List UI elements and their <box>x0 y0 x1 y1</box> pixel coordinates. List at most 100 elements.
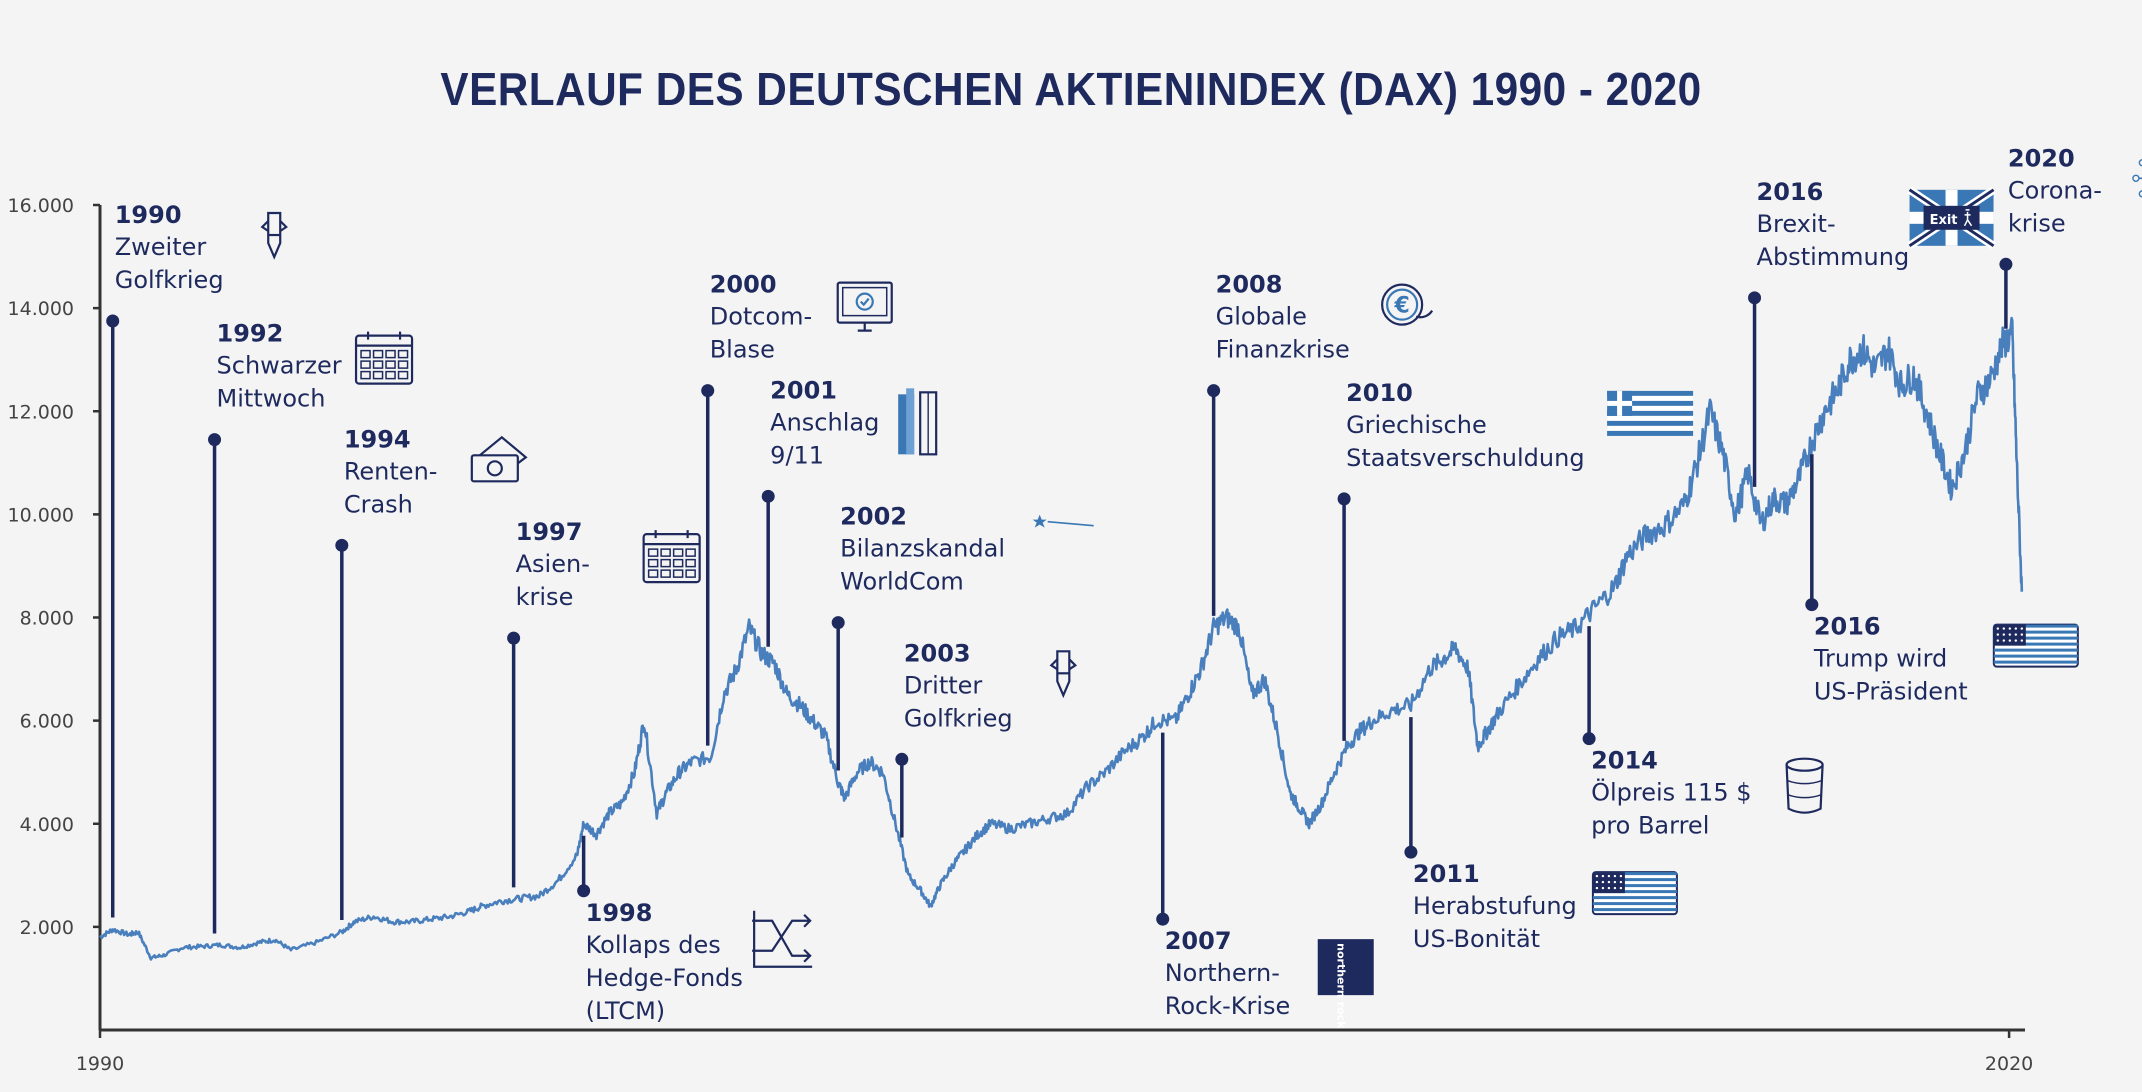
event-annotation-2001: 2001 Anschlag 9/11 <box>761 376 879 647</box>
event-label: Globale <box>1216 303 1307 331</box>
event-marker <box>1805 598 1819 612</box>
event-label: Crash <box>344 490 413 518</box>
event-marker <box>106 314 120 328</box>
rocket-icon <box>1049 650 1078 699</box>
y-tick-label: 4.000 <box>20 814 74 836</box>
event-label: Brexit- <box>1757 210 1836 238</box>
event-label: Griechische <box>1346 411 1487 439</box>
event-marker <box>1582 732 1596 746</box>
event-label: krise <box>516 583 574 611</box>
event-label: Northern- <box>1165 959 1280 987</box>
chart-title: VERLAUF DES DEUTSCHEN AKTIENINDEX (DAX) … <box>440 63 1702 115</box>
event-year: 2020 <box>2008 144 2075 172</box>
event-year: 2016 <box>1814 613 1881 641</box>
event-annotation-1992: 1992 Schwarzer Mittwoch <box>208 320 342 934</box>
event-label: Mittwoch <box>217 385 326 413</box>
event-label: 9/11 <box>770 441 824 469</box>
towers-icon <box>898 388 938 456</box>
event-annotation-2010: 2010 Griechische Staatsverschuldung <box>1337 379 1585 741</box>
event-label: Zweiter <box>115 233 207 261</box>
us-flag-icon <box>1591 871 1678 916</box>
event-annotation-2014: 2014 Ölpreis 115 $ pro Barrel <box>1582 626 1751 840</box>
event-label: Bilanzskandal <box>840 535 1005 563</box>
y-tick-label: 8.000 <box>20 608 74 630</box>
y-tick-label: 14.000 <box>8 298 74 320</box>
event-marker <box>761 489 775 503</box>
event-label: Golfkrieg <box>115 266 224 294</box>
event-year: 1998 <box>586 899 653 927</box>
event-year: 2000 <box>710 271 777 299</box>
event-marker <box>208 433 222 447</box>
dax-series-line <box>99 316 2024 961</box>
event-marker <box>701 384 715 398</box>
event-year: 2008 <box>1216 271 1283 299</box>
virus-icon <box>2132 159 2142 198</box>
event-year: 1990 <box>115 201 182 229</box>
event-label: pro Barrel <box>1591 812 1709 840</box>
event-year: 1992 <box>217 320 284 348</box>
event-label: krise <box>2008 209 2066 237</box>
event-annotation-2016: 2016 Trump wird US-Präsident <box>1805 454 1968 706</box>
event-label: US-Präsident <box>1814 678 1968 706</box>
event-marker <box>335 538 349 552</box>
event-label: Rock-Krise <box>1165 992 1291 1020</box>
calendar-icon <box>354 331 414 385</box>
event-annotation-2000: 2000 Dotcom- Blase <box>701 271 812 746</box>
event-annotation-2002: 2002 Bilanzskandal WorldCom <box>831 503 1005 771</box>
event-annotation-1994: 1994 Renten- Crash <box>335 425 438 921</box>
event-label: (LTCM) <box>586 997 666 1025</box>
event-marker <box>1404 845 1418 859</box>
x-tick-label: 2020 <box>1985 1053 2033 1075</box>
event-marker <box>831 616 845 630</box>
event-year: 2002 <box>840 503 907 531</box>
event-marker <box>1156 912 1170 926</box>
euro-sign: € <box>1393 294 1409 319</box>
event-year: 2003 <box>904 639 971 667</box>
y-tick-label: 12.000 <box>8 401 74 423</box>
event-label: Anschlag <box>770 408 879 436</box>
y-tick-label: 10.000 <box>8 504 74 526</box>
event-label: Abstimmung <box>1757 243 1910 271</box>
event-label: Corona- <box>2008 176 2102 204</box>
northern-rock-logo-text: northern rock <box>1335 943 1348 1029</box>
event-marker <box>1999 257 2013 271</box>
y-tick-label: 2.000 <box>20 917 74 939</box>
event-marker <box>1748 291 1762 305</box>
us-flag-icon <box>1992 623 2079 668</box>
event-label: Asien- <box>516 550 590 578</box>
event-label: Renten- <box>344 457 438 485</box>
event-label: Finanzkrise <box>1216 336 1350 364</box>
northern-rock-logo-icon: northern rock <box>1317 939 1374 1029</box>
event-label: Hedge-Fonds <box>586 964 743 992</box>
event-label: Kollaps des <box>586 931 721 959</box>
euro-coin-icon: € <box>1381 283 1434 326</box>
event-label: Trump wird <box>1813 645 1947 673</box>
monitor-icon <box>836 281 893 332</box>
event-annotation-2007: 2007 Northern- Rock-Krise <box>1156 732 1291 1020</box>
event-year: 1997 <box>516 518 583 546</box>
event-annotation-1998: 1998 Kollaps des Hedge-Fonds (LTCM) <box>577 835 743 1025</box>
event-label: WorldCom <box>840 568 964 596</box>
y-tick-label: 6.000 <box>20 711 74 733</box>
event-annotation-1997: 1997 Asien-krise <box>507 518 590 888</box>
oil-barrel-icon <box>1785 757 1824 814</box>
star-icon <box>1032 514 1094 528</box>
event-annotation-2011: 2011 Herabstufung US-Bonität <box>1404 717 1577 953</box>
event-year: 2010 <box>1346 379 1413 407</box>
event-label: Dritter <box>904 671 983 699</box>
event-marker <box>1337 492 1351 506</box>
event-year: 2001 <box>770 376 837 404</box>
event-year: 2016 <box>1757 178 1824 206</box>
money-icon <box>470 435 528 483</box>
event-label: Staatsverschuldung <box>1346 444 1585 472</box>
event-year: 2014 <box>1591 747 1658 775</box>
event-marker <box>507 631 521 645</box>
event-marker <box>895 752 909 766</box>
event-annotation-2020: 2020 Corona-krise <box>1999 144 2102 329</box>
rocket-icon <box>260 211 288 260</box>
event-annotation-2008: 2008 Globale Finanzkrise <box>1207 271 1350 616</box>
event-year: 2011 <box>1413 860 1480 888</box>
uk-exit-flag-icon: Exit <box>1907 186 1996 250</box>
